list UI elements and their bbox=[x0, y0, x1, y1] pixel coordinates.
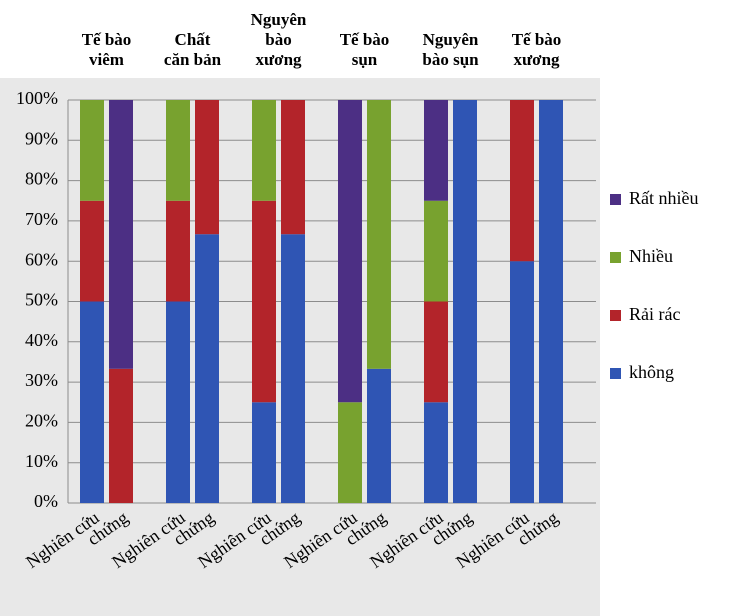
group-label: Tế bào xương bbox=[511, 30, 562, 69]
bar-segment bbox=[281, 100, 305, 235]
bar-segment bbox=[80, 200, 104, 302]
legend-label: không bbox=[629, 362, 674, 382]
legend-label: Nhiều bbox=[629, 246, 673, 266]
bar-segment bbox=[367, 100, 391, 369]
bar-segment bbox=[510, 100, 534, 262]
y-tick-label: 50% bbox=[25, 290, 58, 310]
bar-segment bbox=[539, 100, 563, 503]
bar-segment bbox=[510, 261, 534, 503]
bar-segment bbox=[424, 301, 448, 403]
legend-label: Rất nhiều bbox=[629, 188, 699, 208]
legend-swatch bbox=[610, 252, 621, 263]
bar-segment bbox=[453, 100, 477, 503]
legend-swatch bbox=[610, 310, 621, 321]
bar-segment bbox=[424, 402, 448, 503]
y-tick-label: 90% bbox=[25, 128, 58, 148]
bar-segment bbox=[338, 100, 362, 403]
group-label: Chất căn bản bbox=[163, 30, 222, 69]
legend-swatch bbox=[610, 368, 621, 379]
bar-segment bbox=[424, 200, 448, 302]
y-tick-label: 100% bbox=[16, 88, 58, 108]
group-label: Nguyên bào xương bbox=[250, 10, 307, 69]
y-tick-label: 30% bbox=[25, 370, 58, 390]
y-tick-label: 80% bbox=[25, 169, 58, 189]
y-tick-label: 70% bbox=[25, 209, 58, 229]
bar-segment bbox=[109, 368, 133, 503]
bar-segment bbox=[109, 100, 133, 369]
bar-segment bbox=[252, 402, 276, 503]
group-label: Nguyên bào sụn bbox=[422, 30, 479, 69]
bar-segment bbox=[195, 100, 219, 235]
bar-segment bbox=[281, 234, 305, 503]
legend-label: Rải rác bbox=[629, 304, 680, 324]
bar-segment bbox=[367, 368, 391, 503]
group-label: Tế bào viêm bbox=[81, 30, 132, 69]
bar-segment bbox=[338, 402, 362, 503]
bar-segment bbox=[80, 100, 104, 201]
group-label: Tế bào sụn bbox=[339, 30, 390, 69]
y-tick-label: 10% bbox=[25, 451, 58, 471]
bar-segment bbox=[166, 100, 190, 201]
bar-segment bbox=[252, 100, 276, 201]
bar-segment bbox=[424, 100, 448, 201]
y-tick-label: 40% bbox=[25, 330, 58, 350]
bar-segment bbox=[166, 301, 190, 503]
bar-segment bbox=[252, 200, 276, 403]
bar-segment bbox=[80, 301, 104, 503]
bar-segment bbox=[166, 200, 190, 302]
legend-swatch bbox=[610, 194, 621, 205]
bar-segment bbox=[195, 234, 219, 503]
y-tick-label: 0% bbox=[34, 491, 58, 511]
y-tick-label: 20% bbox=[25, 411, 58, 431]
y-tick-label: 60% bbox=[25, 249, 58, 269]
